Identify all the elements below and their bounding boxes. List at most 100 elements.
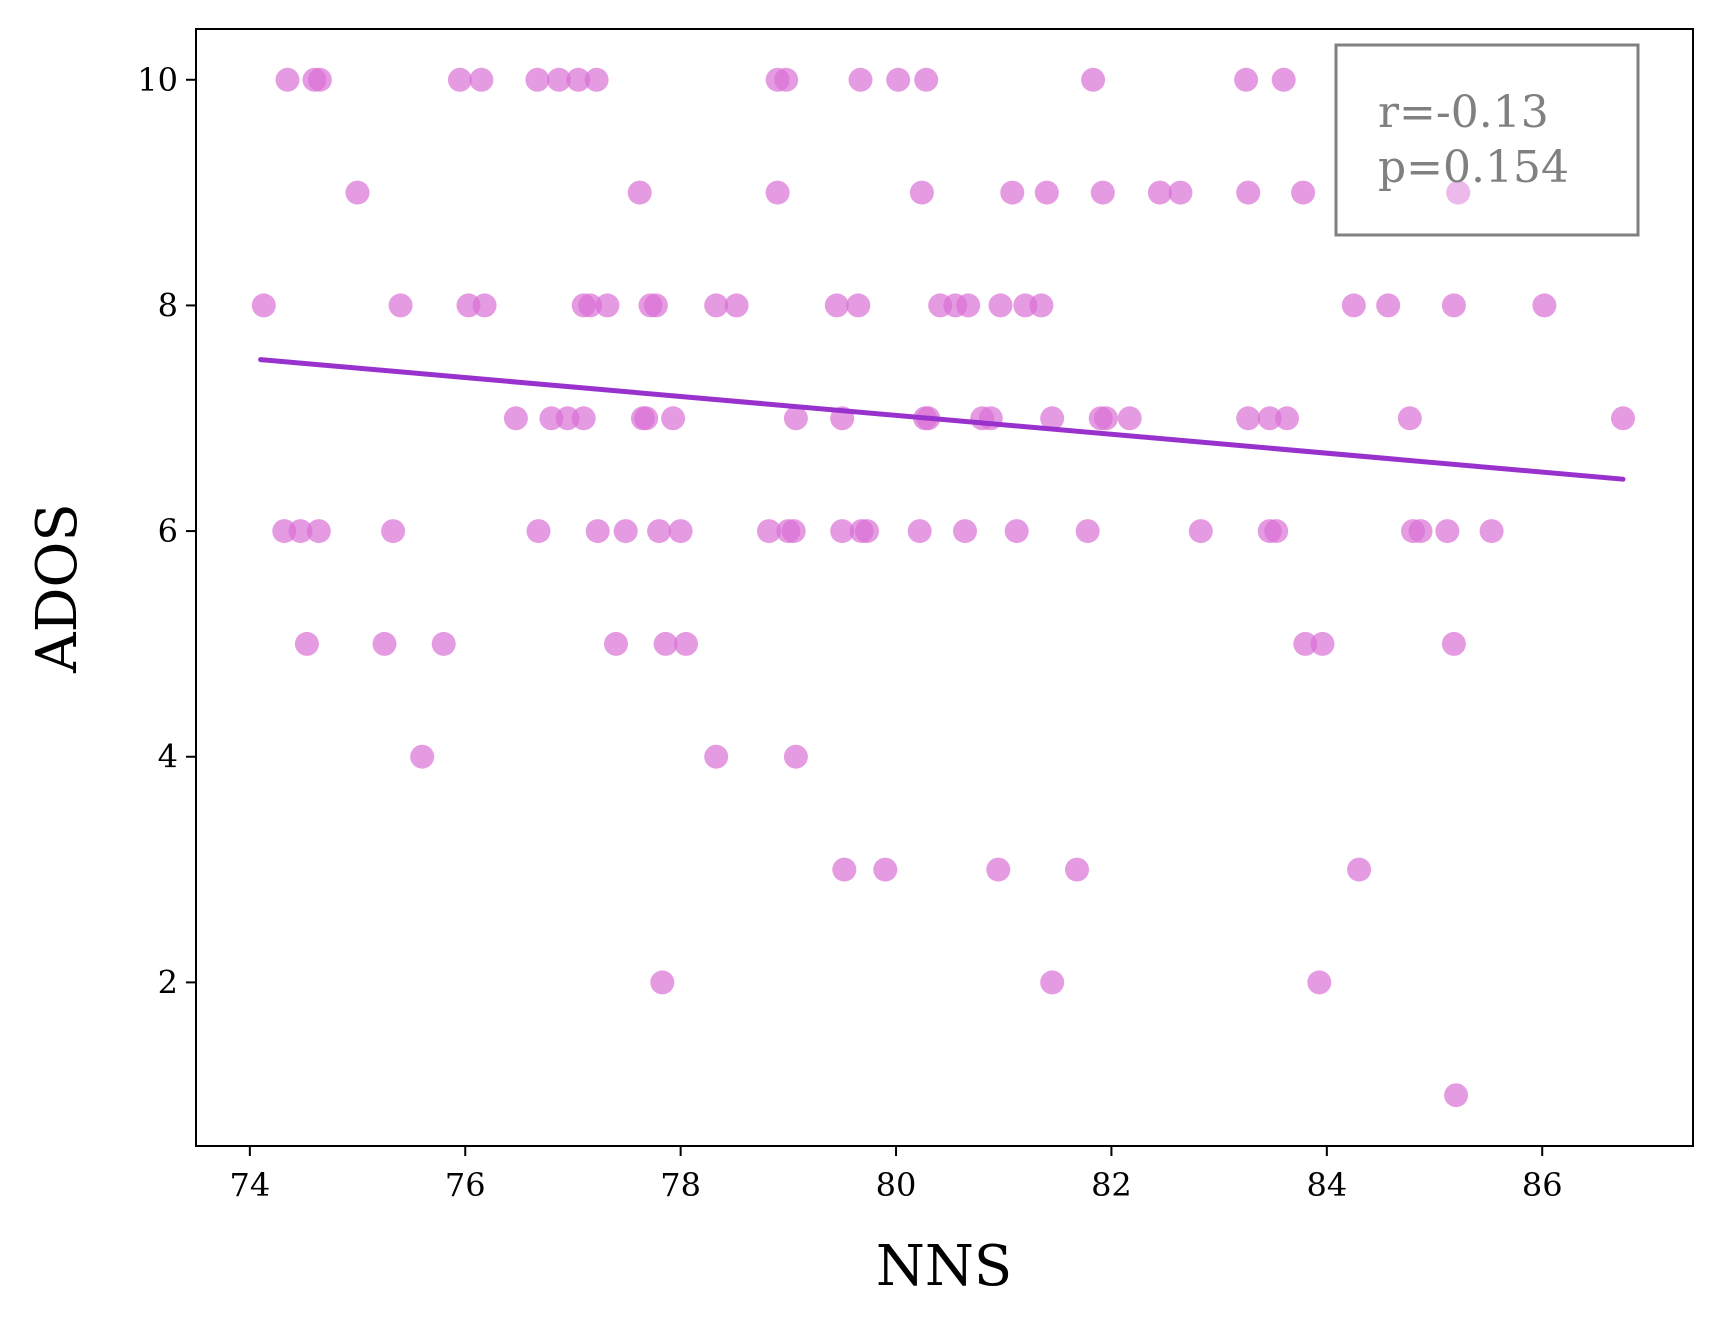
data-point-14 — [1081, 67, 1106, 92]
data-point-52 — [503, 406, 528, 431]
data-point-89 — [907, 519, 932, 544]
data-point-99 — [1479, 519, 1504, 544]
data-point-90 — [953, 519, 977, 544]
data-point-77 — [381, 519, 406, 544]
data-point-69 — [1236, 406, 1261, 431]
data-point-86 — [830, 519, 855, 544]
data-point-91 — [1004, 519, 1029, 544]
data-point-0 — [275, 67, 300, 92]
data-point-114 — [986, 857, 1011, 882]
data-point-24 — [1147, 180, 1172, 205]
plot-frame — [195, 28, 1694, 1147]
r-value-text: r=-0.13 — [1378, 87, 1549, 138]
data-point-40 — [824, 293, 849, 318]
x-tick-label-84: 84 — [1306, 1166, 1347, 1204]
x-tick-label-82: 82 — [1091, 1166, 1132, 1204]
data-point-67 — [1094, 406, 1118, 431]
data-point-83 — [757, 519, 781, 544]
data-point-68 — [1117, 406, 1142, 431]
data-point-30 — [388, 293, 413, 318]
data-point-82 — [668, 519, 693, 544]
data-point-20 — [909, 180, 934, 205]
data-point-28 — [1446, 180, 1471, 205]
data-point-100 — [294, 631, 319, 656]
data-point-16 — [1271, 67, 1296, 92]
data-point-75 — [288, 519, 313, 544]
data-point-47 — [1029, 293, 1054, 318]
data-point-27 — [1291, 180, 1316, 205]
data-point-109 — [410, 744, 435, 769]
data-point-32 — [472, 293, 497, 318]
data-point-8 — [584, 67, 609, 92]
data-point-19 — [765, 180, 790, 205]
y-tick-label-4: 4 — [158, 738, 178, 776]
data-point-17 — [345, 180, 370, 205]
data-point-35 — [595, 293, 620, 318]
data-point-13 — [914, 67, 939, 92]
x-tick-label-80: 80 — [876, 1166, 917, 1204]
data-point-78 — [526, 519, 551, 544]
x-tick-label-86: 86 — [1522, 1166, 1563, 1204]
data-point-120 — [1444, 1083, 1469, 1108]
data-point-85 — [781, 519, 806, 544]
data-point-11 — [848, 67, 873, 92]
data-point-119 — [1307, 970, 1332, 995]
y-axis-title: ADOS — [25, 503, 90, 674]
data-point-48 — [1341, 293, 1366, 318]
data-point-45 — [988, 293, 1013, 318]
y-tick-label-10: 10 — [137, 61, 178, 99]
data-point-7 — [566, 67, 591, 92]
data-point-97 — [1408, 519, 1433, 544]
data-point-117 — [650, 970, 675, 995]
data-point-21 — [1000, 180, 1025, 205]
stats-annotation: r=-0.13 p=0.154 — [1334, 43, 1640, 237]
data-point-98 — [1435, 519, 1460, 544]
data-point-73 — [1611, 406, 1635, 431]
data-point-111 — [783, 744, 808, 769]
y-tick-label-2: 2 — [158, 963, 178, 1001]
data-point-15 — [1234, 67, 1259, 92]
data-point-44 — [956, 293, 981, 318]
data-point-103 — [604, 631, 628, 656]
regression-line — [258, 357, 1626, 482]
data-point-70 — [1257, 406, 1282, 431]
x-tick-label-76: 76 — [445, 1166, 486, 1204]
x-tick-label-74: 74 — [229, 1166, 270, 1204]
points-layer — [251, 67, 1635, 1108]
data-point-57 — [634, 406, 659, 431]
data-point-2 — [307, 67, 332, 92]
data-point-104 — [653, 631, 678, 656]
data-point-93 — [1188, 519, 1213, 544]
data-point-102 — [431, 631, 456, 656]
data-point-5 — [525, 67, 550, 92]
data-point-95 — [1264, 519, 1289, 544]
data-point-110 — [704, 744, 729, 769]
data-point-79 — [585, 519, 610, 544]
data-point-55 — [571, 406, 596, 431]
data-point-39 — [724, 293, 749, 318]
data-point-88 — [855, 519, 879, 544]
data-point-72 — [1397, 406, 1422, 431]
data-point-6 — [546, 67, 571, 92]
data-point-4 — [469, 67, 494, 92]
data-point-113 — [873, 857, 898, 882]
data-point-80 — [613, 519, 638, 544]
data-point-65 — [1040, 406, 1065, 431]
stats-box — [1334, 43, 1640, 237]
data-point-3 — [447, 67, 472, 92]
x-tick-label-78: 78 — [660, 1166, 701, 1204]
data-point-29 — [251, 293, 276, 318]
data-point-50 — [1441, 293, 1466, 318]
data-point-92 — [1075, 519, 1100, 544]
data-point-101 — [372, 631, 397, 656]
data-point-59 — [783, 406, 808, 431]
data-point-118 — [1040, 970, 1065, 995]
data-point-115 — [1065, 857, 1089, 882]
data-point-10 — [774, 67, 799, 92]
data-point-116 — [1347, 857, 1372, 882]
data-point-107 — [1310, 631, 1335, 656]
data-point-49 — [1376, 293, 1401, 318]
p-value-text: p=0.154 — [1378, 142, 1569, 193]
data-point-38 — [704, 293, 729, 318]
